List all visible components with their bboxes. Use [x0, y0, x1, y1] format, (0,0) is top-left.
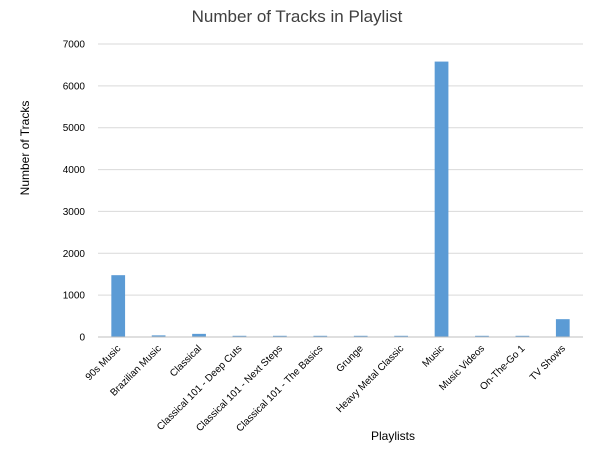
x-axis-title: Playlists: [371, 429, 415, 443]
gridlines: [98, 43, 583, 296]
y-axis-ticks: 0 1000 2000 3000 4000 5000 6000 7000: [63, 40, 86, 344]
bars: [111, 61, 570, 337]
x-tick-label: Classical: [168, 343, 204, 379]
y-tick-label: 7000: [63, 40, 86, 51]
y-tick-label: 1000: [63, 291, 86, 302]
x-tick-label: Music: [420, 343, 446, 369]
bar: [434, 61, 449, 337]
y-tick-label: 6000: [63, 81, 86, 92]
bar: [313, 335, 328, 337]
x-tick-label: TV Shows: [528, 343, 568, 383]
x-tick-label: Heavy Metal Classic: [334, 343, 406, 415]
y-axis-title: Number of Tracks: [18, 101, 32, 196]
bar: [515, 335, 530, 337]
x-tick-label: Grunge: [334, 343, 366, 375]
chart-title: Number of Tracks in Playlist: [192, 7, 403, 26]
y-tick-label: 2000: [63, 249, 86, 260]
bar: [555, 319, 570, 337]
y-tick-label: 0: [79, 333, 85, 344]
bar: [232, 335, 247, 337]
x-tick-label: 90s Music: [84, 343, 124, 383]
x-tick-label: Classical 101 - The Basics: [234, 343, 325, 434]
bar: [192, 333, 206, 337]
bar: [111, 275, 126, 337]
bar: [475, 335, 489, 337]
bar: [151, 335, 166, 337]
y-tick-label: 5000: [63, 123, 86, 134]
y-tick-label: 4000: [63, 165, 86, 176]
bar: [273, 335, 287, 337]
y-tick-label: 3000: [63, 207, 86, 218]
bar: [353, 335, 368, 337]
bar: [394, 335, 408, 337]
